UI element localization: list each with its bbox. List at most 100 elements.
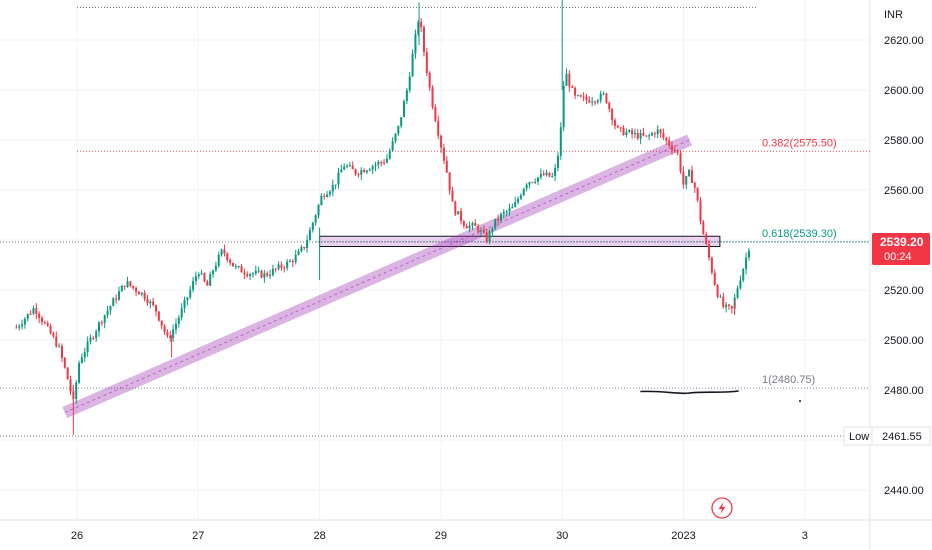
candle-body	[23, 318, 26, 325]
candle-body	[132, 285, 135, 288]
candle-body	[588, 100, 591, 103]
candle-body	[716, 285, 719, 297]
trend-channel[interactable]	[62, 134, 692, 418]
candle-body	[137, 291, 140, 295]
candle-body	[95, 331, 98, 339]
candle-body	[465, 226, 468, 229]
candle-body	[645, 135, 648, 137]
candle-body	[451, 190, 454, 202]
trend-channel-band[interactable]	[62, 134, 692, 418]
candle-body	[306, 240, 309, 249]
candle-body	[727, 304, 730, 306]
candle-body	[599, 93, 602, 101]
price-badges: 2539.20 00:24 Low 2461.55	[843, 233, 931, 446]
candle-body	[408, 76, 411, 91]
candle-body	[172, 329, 175, 339]
candle-body	[582, 96, 585, 98]
y-tick-label: 2580.00	[884, 135, 924, 147]
candle-body	[457, 211, 460, 215]
candle-body	[43, 322, 46, 324]
candle-body	[739, 280, 742, 289]
candle-body	[616, 125, 619, 128]
lightning-icon	[718, 502, 726, 514]
candle-body	[75, 382, 78, 400]
candle-body	[522, 188, 525, 196]
time-axis[interactable]: 26 27 28 29 30 2023 3	[71, 530, 808, 542]
x-tick-label: 30	[556, 530, 568, 542]
candle-body	[736, 288, 739, 298]
candle-body	[206, 281, 209, 286]
candle-body	[174, 323, 177, 330]
candle-body	[460, 211, 463, 222]
candle-body	[747, 250, 750, 258]
candle-body	[611, 109, 614, 121]
candle-body	[123, 285, 126, 287]
candle-body	[266, 273, 269, 276]
candle-body	[337, 172, 340, 185]
candle-body	[665, 137, 668, 141]
candle-body	[249, 274, 252, 277]
candle-body	[308, 229, 311, 241]
candle-body	[420, 21, 423, 28]
candle-body	[291, 261, 294, 263]
candle-body	[194, 276, 197, 282]
candle-body	[200, 273, 203, 275]
candle-body	[596, 100, 599, 102]
low-value-box	[871, 426, 931, 446]
candle-body	[269, 274, 272, 276]
candle-body	[240, 266, 243, 273]
candle-body	[254, 270, 257, 274]
candle-body	[117, 291, 120, 300]
candle-body	[537, 177, 540, 182]
candle-body	[348, 165, 351, 167]
candle-body	[608, 102, 611, 110]
candle-body	[385, 158, 388, 163]
candle-body	[619, 127, 622, 129]
candle-body	[414, 34, 417, 54]
y-tick-label: 2520.00	[884, 285, 924, 297]
candle-body	[140, 292, 143, 295]
candle-body	[103, 315, 106, 323]
candle-body	[565, 73, 568, 86]
zone-rectangle[interactable]	[319, 235, 721, 247]
candle-body	[676, 150, 679, 153]
candle-body	[391, 140, 394, 151]
candle-body	[109, 306, 112, 311]
candle-body	[317, 204, 320, 216]
candle-body	[485, 232, 488, 243]
candle-body	[394, 133, 397, 141]
candle-body	[120, 285, 123, 292]
candle-body	[636, 133, 639, 139]
horizontal-levels	[0, 7, 870, 437]
candle-body	[89, 337, 92, 342]
candle-body	[183, 300, 186, 309]
candle-body	[286, 261, 289, 268]
alert-button[interactable]	[711, 497, 733, 519]
candle-body	[554, 167, 557, 177]
candle-body	[556, 155, 559, 168]
candle-body	[365, 170, 368, 173]
candle-body	[277, 264, 280, 269]
freehand-drawing[interactable]	[640, 390, 801, 402]
fib-level-label: 1(2480.75)	[762, 374, 815, 386]
last-price-badge	[872, 233, 930, 265]
y-tick-label: 2600.00	[884, 85, 924, 97]
candles	[15, 0, 750, 435]
candle-body	[189, 289, 192, 298]
candle-body	[491, 228, 494, 232]
candle-body	[571, 86, 574, 88]
candle-body	[594, 101, 597, 103]
candle-body	[83, 351, 86, 358]
candle-body	[505, 211, 508, 213]
candle-body	[234, 266, 237, 268]
candle-body	[146, 299, 149, 304]
freehand-stroke[interactable]	[640, 390, 739, 395]
price-zone[interactable]	[319, 235, 721, 247]
candle-body	[576, 95, 579, 97]
candle-body	[551, 176, 554, 178]
candle-body	[343, 166, 346, 170]
candle-body	[314, 215, 317, 223]
candle-body	[702, 221, 705, 235]
candle-body	[528, 182, 531, 185]
